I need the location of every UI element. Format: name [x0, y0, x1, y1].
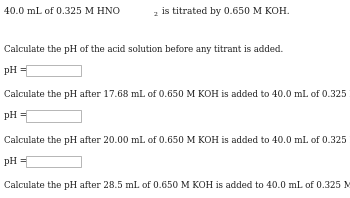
Text: pH =: pH =: [4, 157, 27, 166]
Text: Calculate the pH of the acid solution before any titrant is added.: Calculate the pH of the acid solution be…: [4, 45, 284, 53]
Text: pH =: pH =: [4, 66, 27, 75]
Text: is titrated by 0.650 M KOH.: is titrated by 0.650 M KOH.: [159, 7, 290, 16]
FancyBboxPatch shape: [26, 65, 80, 76]
Text: 2: 2: [154, 12, 158, 17]
Text: Calculate the pH after 28.5 mL of 0.650 M KOH is added to 40.0 mL of 0.325 M HNO: Calculate the pH after 28.5 mL of 0.650 …: [4, 181, 350, 190]
Text: Calculate the pH after 20.00 mL of 0.650 M KOH is added to 40.0 mL of 0.325 M HN: Calculate the pH after 20.00 mL of 0.650…: [4, 136, 350, 145]
FancyBboxPatch shape: [26, 156, 80, 167]
FancyBboxPatch shape: [26, 110, 80, 122]
Text: pH =: pH =: [4, 111, 27, 120]
Text: 40.0 mL of 0.325 M HNO: 40.0 mL of 0.325 M HNO: [4, 7, 120, 16]
Text: Calculate the pH after 17.68 mL of 0.650 M KOH is added to 40.0 mL of 0.325 M HN: Calculate the pH after 17.68 mL of 0.650…: [4, 90, 350, 99]
